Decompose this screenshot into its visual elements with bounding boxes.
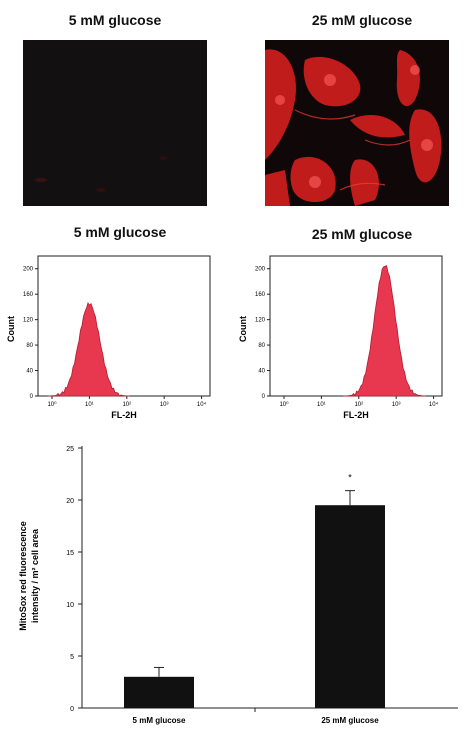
bar-ylabel-line2: intensity / m² cell area: [30, 528, 40, 623]
hist-high-xlabel: FL-2H: [343, 410, 369, 420]
micrograph-title-low: 5 mM glucose: [68, 12, 162, 28]
hist-low-yticks: 0 40 80 120 160 200: [23, 267, 38, 400]
bar-xticks: 5 mM glucose 25 mM glucose: [133, 708, 379, 725]
significance-mark: *: [348, 473, 352, 483]
bar-ytick-label: 0: [70, 706, 74, 713]
hist-high-ytick-label: 0: [262, 394, 266, 400]
bar-ytick-label: 5: [70, 654, 74, 661]
bar-yticks: 0 5 10 15 20 25: [66, 446, 82, 713]
micrograph-high-glucose: [265, 40, 449, 206]
bar-category-label: 25 mM glucose: [321, 716, 379, 725]
hist-high-ytick-label: 80: [258, 343, 265, 349]
bar-chart: MitoSox red fluorescence intensity / m² …: [18, 446, 458, 725]
hist-high-xtick-label: 10²: [354, 402, 363, 408]
hist-high-xtick-label: 10⁴: [429, 401, 439, 408]
hist-low-xtick-label: 10³: [160, 402, 169, 408]
hist-low-ytick-label: 200: [23, 267, 34, 273]
hist-low-xticks: 10⁰ 10¹ 10² 10³ 10⁴: [47, 396, 207, 408]
bar-ytick-label: 15: [66, 550, 74, 557]
hist-low-ytick-label: 120: [23, 318, 34, 324]
bar-ylabel-line1: MitoSox red fluorescence: [18, 521, 28, 631]
hist-low-ytick-label: 40: [26, 369, 33, 375]
bar-category-label: 5 mM glucose: [133, 716, 186, 725]
histogram-high-glucose: Count 0 40 80 120 160 200 10⁰ 10¹ 10² 10³ 10⁴ FL-…: [238, 255, 443, 420]
hist-low-xtick-label: 10⁴: [197, 401, 207, 408]
histogram-title-high: 25 mM glucose: [311, 226, 413, 242]
hist-high-yticks: 0 40 80 120 160 200: [255, 267, 270, 400]
bar-ytick-label: 20: [66, 498, 74, 505]
hist-high-curve: [343, 265, 427, 397]
hist-high-xticks: 10⁰ 10¹ 10² 10³ 10⁴: [279, 396, 439, 408]
hist-high-ytick-label: 120: [255, 318, 266, 324]
hist-low-ytick-label: 160: [23, 292, 34, 298]
hist-low-xtick-label: 10²: [122, 402, 131, 408]
hist-high-ytick-label: 160: [255, 292, 266, 298]
hist-high-xtick-label: 10⁰: [279, 401, 289, 408]
hist-low-frame: [37, 255, 211, 397]
bar-marks: *: [124, 473, 385, 708]
micrograph-title-high: 25 mM glucose: [311, 12, 413, 28]
histogram-low-glucose: Count 0 40 80 120 160 200 10⁰ 10¹ 10² 10³ 10⁴ FL-…: [6, 255, 211, 420]
hist-high-xtick-label: 10¹: [317, 402, 326, 408]
hist-high-frame: [269, 255, 443, 397]
micrograph-low-glucose: [23, 40, 207, 206]
histogram-title-low: 5 mM glucose: [73, 224, 167, 240]
hist-low-curve: [47, 302, 131, 397]
hist-low-xlabel: FL-2H: [111, 410, 137, 420]
hist-low-ylabel: Count: [6, 316, 16, 342]
hist-high-ytick-label: 200: [255, 267, 266, 273]
hist-high-ytick-label: 40: [258, 369, 265, 375]
hist-low-xtick-label: 10¹: [85, 402, 94, 408]
bar: [315, 505, 385, 708]
bar-ytick-label: 25: [66, 446, 74, 453]
hist-high-ylabel: Count: [238, 316, 248, 342]
bar: [124, 676, 194, 708]
hist-high-xtick-label: 10³: [392, 402, 401, 408]
bar-ytick-label: 10: [66, 602, 74, 609]
hist-low-xtick-label: 10⁰: [47, 401, 57, 408]
hist-low-ytick-label: 80: [26, 343, 33, 349]
hist-low-ytick-label: 0: [30, 394, 34, 400]
bar-ylabel: MitoSox red fluorescence intensity / m² …: [18, 521, 40, 631]
